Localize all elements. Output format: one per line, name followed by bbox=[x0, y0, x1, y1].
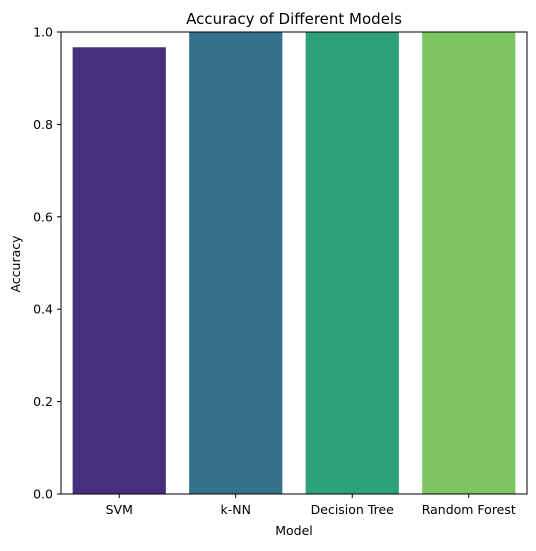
plot-frame bbox=[60, 31, 528, 495]
y-axis-ticks: 0.0 0.2 0.4 0.6 0.8 1.0 bbox=[33, 25, 61, 502]
y-tick-label: 0.8 bbox=[33, 117, 53, 132]
bar-decision-tree bbox=[305, 32, 399, 494]
x-tick-label: Random Forest bbox=[422, 502, 516, 517]
y-axis-label: Accuracy bbox=[8, 235, 23, 293]
bar-random-forest bbox=[422, 32, 516, 494]
x-tick-label: Decision Tree bbox=[311, 502, 395, 517]
y-tick-label: 0.6 bbox=[33, 209, 53, 224]
bar-svm bbox=[72, 47, 166, 494]
x-tick-label: SVM bbox=[106, 502, 133, 517]
y-tick-label: 0.4 bbox=[33, 302, 53, 317]
x-tick-label: k-NN bbox=[221, 502, 251, 517]
y-tick-label: 1.0 bbox=[33, 25, 53, 40]
bar-k-nn bbox=[189, 32, 283, 494]
x-axis-ticks: SVM k-NN Decision Tree Random Forest bbox=[106, 494, 516, 517]
chart-title: Accuracy of Different Models bbox=[186, 10, 402, 28]
bars-layer bbox=[72, 32, 516, 494]
y-tick-label: 0.2 bbox=[33, 394, 53, 409]
x-axis-label: Model bbox=[275, 523, 313, 538]
y-tick-label: 0.0 bbox=[33, 487, 53, 502]
